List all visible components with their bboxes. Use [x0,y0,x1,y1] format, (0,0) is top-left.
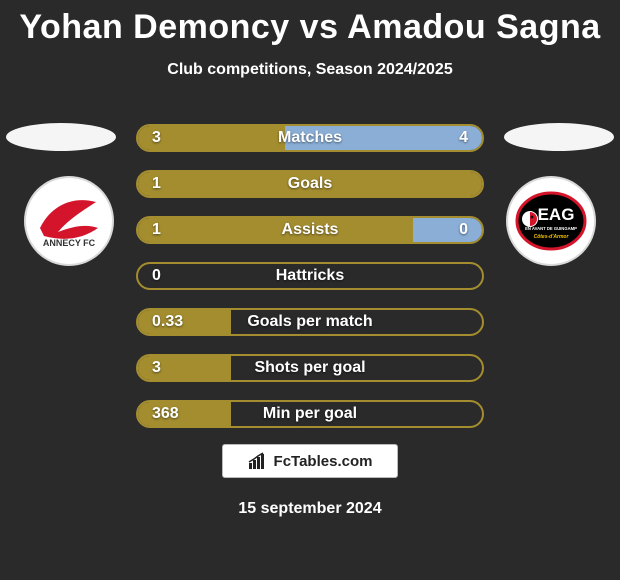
stat-label: Min per goal [138,402,482,426]
brand-box: FcTables.com [222,444,398,478]
eag-logo-sub1: EN AVANT DE GUINGAMP [525,226,577,231]
stat-label: Shots per goal [138,356,482,380]
player-photo-right-placeholder [504,123,614,151]
stat-row: Matches3 4 [136,124,484,152]
player-photo-left-placeholder [6,123,116,151]
stat-value-left: 3 [152,126,161,150]
stat-value-left: 368 [152,402,179,426]
stat-row: Goals per match0.33 [136,308,484,336]
stat-rows: Matches34Goals1Assists10Hattricks0Goals … [136,124,484,446]
stat-value-left: 0.33 [152,310,183,334]
stat-label: Goals [138,172,482,196]
page-date: 15 september 2024 [0,500,620,518]
stat-label: Assists [138,218,482,242]
page-subtitle: Club competitions, Season 2024/2025 [0,61,620,79]
stat-row: Hattricks0 [136,262,484,290]
fctables-icon [248,451,268,471]
annecy-logo-icon: ANNECY FC [34,192,104,250]
stat-row: Assists1 0 [136,216,484,244]
page-title: Yohan Demoncy vs Amadou Sagna [0,0,620,47]
stat-label: Goals per match [138,310,482,334]
stat-row: Goals1 [136,170,484,198]
annecy-logo-label: ANNECY FC [43,238,96,248]
stat-value-left: 0 [152,264,161,288]
club-logo-left: ANNECY FC [24,176,114,266]
stat-value-right: 0 [459,218,468,242]
stat-value-right: 4 [459,126,468,150]
eag-logo-sub2: Côtes-d'Armor [534,234,570,240]
stat-row: Shots per goal3 [136,354,484,382]
brand-label: FcTables.com [274,453,373,470]
stat-value-left: 1 [152,218,161,242]
eag-logo-icon: EAG EN AVANT DE GUINGAMP Côtes-d'Armor [514,190,588,252]
stat-label: Hattricks [138,264,482,288]
club-logo-right: EAG EN AVANT DE GUINGAMP Côtes-d'Armor [506,176,596,266]
stat-label: Matches [138,126,482,150]
stat-value-left: 1 [152,172,161,196]
stat-row: Min per goal368 [136,400,484,428]
eag-logo-label: EAG [538,205,575,224]
stat-value-left: 3 [152,356,161,380]
